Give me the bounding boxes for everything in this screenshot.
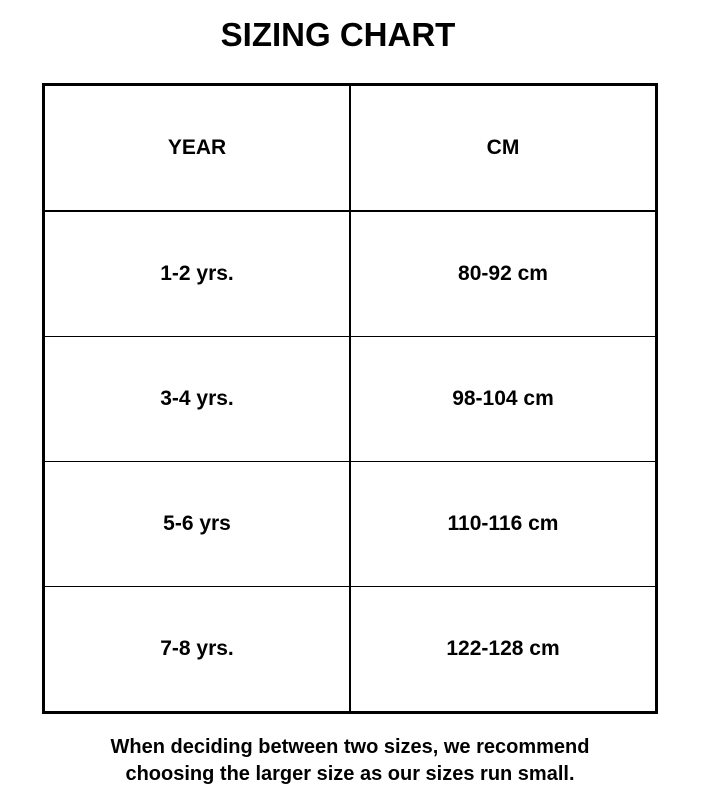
table-row: 7-8 yrs. 122-128 cm	[43, 586, 657, 713]
note-line-1: When deciding between two sizes, we reco…	[110, 736, 590, 758]
note-line-2: choosing the larger size as our sizes ru…	[125, 763, 575, 785]
cm-cell: 122-128 cm	[350, 586, 657, 713]
cm-cell: 110-116 cm	[350, 461, 657, 587]
table-header-row: YEAR CM	[43, 84, 657, 212]
sizing-table: YEAR CM 1-2 yrs. 80-92 cm 3-4 yrs. 98-10…	[42, 83, 658, 714]
table-row: 1-2 yrs. 80-92 cm	[43, 210, 657, 337]
year-cell: 3-4 yrs.	[43, 336, 351, 462]
header-year: YEAR	[43, 84, 351, 212]
table-row: 5-6 yrs 110-116 cm	[43, 461, 657, 587]
sizing-note: When deciding between two sizes, we reco…	[0, 734, 700, 788]
year-cell: 5-6 yrs	[43, 461, 351, 587]
cm-cell: 98-104 cm	[350, 336, 657, 462]
page-title: SIZING CHART	[220, 16, 456, 53]
cm-cell: 80-92 cm	[350, 210, 657, 337]
table-row: 3-4 yrs. 98-104 cm	[43, 336, 657, 462]
year-cell: 1-2 yrs.	[43, 210, 351, 337]
header-cm: CM	[350, 84, 657, 212]
year-cell: 7-8 yrs.	[43, 586, 351, 713]
